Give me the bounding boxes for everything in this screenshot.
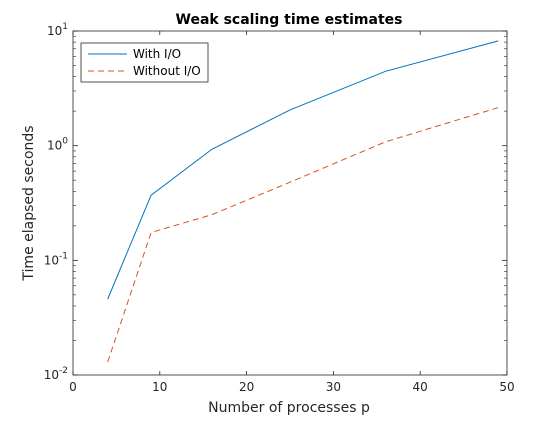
y-tick-label: 10-1 xyxy=(44,251,68,267)
legend-label-1: With I/O xyxy=(133,47,181,61)
series-line-2 xyxy=(107,107,499,363)
legend: With I/O Without I/O xyxy=(80,42,209,83)
y-tick-label: 10-2 xyxy=(44,366,68,382)
x-axis-label: Number of processes p xyxy=(208,400,370,416)
legend-box xyxy=(80,42,209,83)
y-tick-label: 100 xyxy=(47,137,68,153)
axes-box xyxy=(72,30,508,376)
plot-area xyxy=(73,31,507,375)
x-tick-label: 30 xyxy=(326,380,341,394)
x-tick-label: 0 xyxy=(69,380,77,394)
series-line-1 xyxy=(107,40,499,300)
chart-title: Weak scaling time estimates xyxy=(176,12,403,28)
legend-label-2: Without I/O xyxy=(133,64,201,78)
x-tick-label: 20 xyxy=(239,380,254,394)
y-axis-label: Time elapsed seconds xyxy=(21,125,37,281)
x-tick-label: 50 xyxy=(499,380,514,394)
x-tick-label: 10 xyxy=(152,380,167,394)
y-tick-label: 101 xyxy=(47,22,68,38)
x-tick-label: 40 xyxy=(413,380,428,394)
